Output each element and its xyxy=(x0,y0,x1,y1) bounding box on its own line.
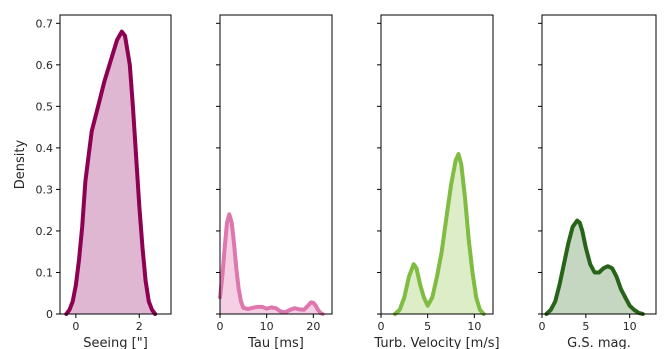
density-line xyxy=(393,152,486,316)
x-tick-label: 5 xyxy=(424,320,431,333)
density-area xyxy=(546,220,643,314)
density-area xyxy=(395,154,484,314)
axes-frame xyxy=(219,14,333,315)
axes-frame xyxy=(59,14,172,315)
x-tick-label: 20 xyxy=(306,320,320,333)
density-panel: 0 5 10 Turb. Velocity [m/s] xyxy=(373,14,500,349)
x-tick-label: 2 xyxy=(136,320,143,333)
x-tick-label: 0 xyxy=(378,320,385,333)
x-tick-label: 0 xyxy=(217,320,224,333)
density-line xyxy=(64,29,158,316)
y-tick-label: 0.2 xyxy=(36,225,54,238)
x-tick-label: 10 xyxy=(260,320,274,333)
density-panel: 0 0.1 0.2 0.3 0.4 0.5 0.6 0.7 0 2 Seeing ["] Densit… xyxy=(13,14,172,349)
density-line xyxy=(544,218,645,316)
axes-frame xyxy=(541,14,657,315)
density-line xyxy=(218,212,325,316)
y-tick-label: 0.7 xyxy=(36,17,54,30)
x-tick-label: 10 xyxy=(623,320,637,333)
y-tick-label: 0.6 xyxy=(36,59,54,72)
y-tick-label: 0.1 xyxy=(36,266,54,279)
x-tick-label: 0 xyxy=(539,320,546,333)
x-axis-label: Seeing ["] xyxy=(83,336,148,349)
density-area xyxy=(66,31,156,314)
y-tick-label: 0.4 xyxy=(36,142,54,155)
density-panel: 0 5 10 G.S. mag. xyxy=(538,14,657,349)
x-tick-label: 5 xyxy=(582,320,589,333)
y-tick-label: 0.3 xyxy=(36,183,54,196)
y-tick-label: 0.5 xyxy=(36,100,54,113)
x-tick-label: 0 xyxy=(72,320,79,333)
y-tick-label: 0 xyxy=(46,308,53,321)
x-axis-label: Turb. Velocity [m/s] xyxy=(373,336,499,349)
axes-frame xyxy=(380,14,494,315)
x-axis-label: G.S. mag. xyxy=(567,336,631,349)
x-axis-label: Tau [ms] xyxy=(247,336,304,349)
y-axis-label: Density xyxy=(13,139,28,189)
x-tick-label: 10 xyxy=(467,320,481,333)
